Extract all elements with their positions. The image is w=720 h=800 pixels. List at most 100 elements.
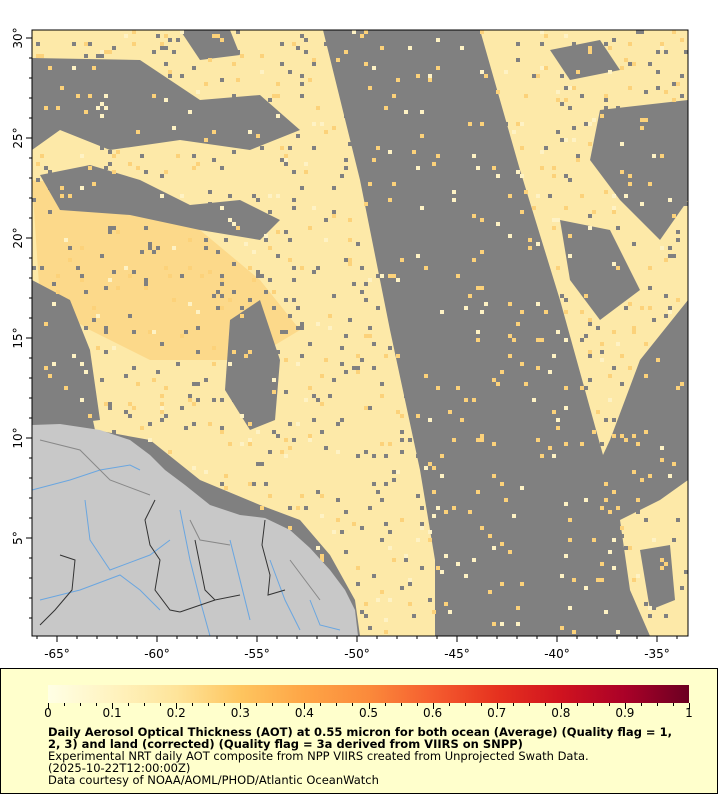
aot-pixel <box>644 202 648 206</box>
aot-pixel <box>480 310 484 314</box>
aot-pixel <box>108 50 112 54</box>
aot-pixel <box>168 466 172 470</box>
aot-pixel <box>296 422 300 426</box>
aot-pixel <box>564 310 568 314</box>
aot-pixel <box>508 302 512 306</box>
aot-pixel <box>52 398 56 402</box>
colorbar-tick-label: 0.1 <box>102 706 122 720</box>
aot-pixel <box>232 222 236 226</box>
aot-pixel <box>364 602 368 606</box>
aot-pixel <box>460 526 464 530</box>
aot-pixel <box>492 386 496 390</box>
aot-pixel <box>652 110 656 114</box>
aot-pixel <box>284 154 288 158</box>
aot-pixel <box>564 554 568 558</box>
aot-pixel <box>364 62 368 66</box>
aot-pixel <box>540 150 544 154</box>
aot-pixel <box>608 70 612 74</box>
aot-pixel <box>256 386 260 390</box>
aot-pixel <box>448 586 452 590</box>
aot-pixel <box>476 338 480 342</box>
aot-pixel <box>48 306 52 310</box>
aot-pixel <box>464 306 468 310</box>
aot-pixel <box>552 410 556 414</box>
aot-pixel <box>344 370 348 374</box>
aot-pixel <box>580 242 584 246</box>
aot-pixel <box>168 70 172 74</box>
aot-pixel <box>404 558 408 562</box>
aot-pixel <box>340 174 344 178</box>
aot-pixel <box>164 466 168 470</box>
aot-pixel <box>280 158 284 162</box>
aot-pixel <box>668 474 672 478</box>
aot-pixel <box>408 46 412 50</box>
aot-pixel <box>548 370 552 374</box>
aot-pixel <box>532 74 536 78</box>
aot-pixel <box>408 114 412 118</box>
aot-pixel <box>144 282 148 286</box>
aot-pixel <box>572 490 576 494</box>
aot-pixel <box>224 238 228 242</box>
aot-pixel <box>460 494 464 498</box>
aot-pixel <box>436 102 440 106</box>
aot-pixel <box>576 262 580 266</box>
colorbar-tick <box>320 703 322 706</box>
aot-pixel <box>516 322 520 326</box>
aot-pixel <box>632 434 636 438</box>
aot-pixel <box>268 450 272 454</box>
aot-pixel <box>356 454 360 458</box>
aot-pixel <box>460 174 464 178</box>
aot-pixel <box>556 330 560 334</box>
aot-pixel <box>416 166 420 170</box>
aot-pixel <box>488 550 492 554</box>
aot-pixel <box>604 418 608 422</box>
aot-pixel <box>664 562 668 566</box>
aot-pixel <box>488 214 492 218</box>
aot-pixel <box>612 566 616 570</box>
aot-pixel <box>352 78 356 82</box>
aot-pixel <box>84 86 88 90</box>
aot-pixel <box>164 62 168 66</box>
aot-pixel <box>412 238 416 242</box>
aot-pixel <box>396 326 400 330</box>
aot-pixel <box>144 278 148 282</box>
aot-pixel <box>564 298 568 302</box>
aot-pixel <box>540 522 544 526</box>
aot-pixel <box>604 98 608 102</box>
aot-pixel <box>76 94 80 98</box>
aot-pixel <box>636 498 640 502</box>
aot-pixel <box>180 406 184 410</box>
aot-pixel <box>244 242 248 246</box>
aot-pixel <box>424 474 428 478</box>
aot-pixel <box>284 162 288 166</box>
aot-pixel <box>100 254 104 258</box>
aot-pixel <box>476 490 480 494</box>
aot-pixel <box>580 94 584 98</box>
aot-pixel <box>436 566 440 570</box>
aot-pixel <box>344 114 348 118</box>
aot-pixel <box>316 490 320 494</box>
aot-pixel <box>452 506 456 510</box>
aot-pixel <box>436 154 440 158</box>
colorbar-tick <box>384 703 386 706</box>
colorbar-tick-label: 0.3 <box>230 706 250 720</box>
aot-pixel <box>644 342 648 346</box>
aot-pixel <box>388 598 392 602</box>
aot-pixel <box>160 402 164 406</box>
aot-pixel <box>180 74 184 78</box>
aot-pixel <box>380 498 384 502</box>
aot-pixel <box>296 326 300 330</box>
aot-pixel <box>536 594 540 598</box>
aot-pixel <box>212 294 216 298</box>
aot-pixel <box>276 254 280 258</box>
aot-pixel <box>164 98 168 102</box>
aot-pixel <box>160 46 164 50</box>
aot-pixel <box>612 262 616 266</box>
aot-pixel <box>256 134 260 138</box>
aot-pixel <box>392 322 396 326</box>
aot-pixel <box>368 326 372 330</box>
aot-pixel <box>528 526 532 530</box>
aot-pixel <box>360 266 364 270</box>
aot-pixel <box>684 354 688 358</box>
aot-pixel <box>436 38 440 42</box>
